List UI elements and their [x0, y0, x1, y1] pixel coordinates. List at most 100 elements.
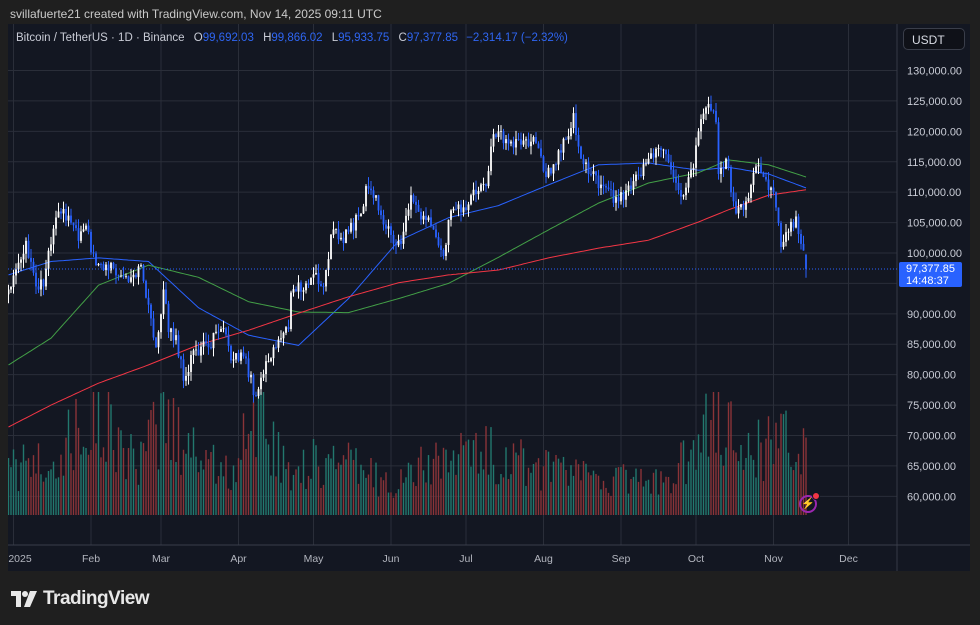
candle-body [382, 215, 385, 225]
candle-body [795, 216, 797, 228]
candle-body [385, 224, 387, 229]
volume-bar [607, 492, 610, 515]
volume-bar [602, 480, 605, 515]
candle-body [740, 204, 742, 208]
candle-body [52, 228, 55, 245]
x-tick-label: Mar [152, 553, 171, 565]
volume-bar [225, 455, 227, 515]
volume-bar [307, 475, 310, 515]
volume-bar [552, 461, 555, 515]
volume-bar [205, 450, 207, 515]
volume-bar [340, 464, 342, 515]
candle-body [342, 237, 345, 244]
volume-bar [117, 427, 120, 515]
candle-body [345, 229, 347, 244]
volume-bar [740, 444, 742, 515]
last-price: 97,377.85 [906, 263, 955, 275]
alert-lightning-icon[interactable]: ⚡ [799, 492, 820, 513]
candle-body [70, 215, 72, 223]
candle-body [547, 167, 550, 177]
volume-bar [345, 459, 347, 515]
volume-bar [125, 479, 127, 515]
volume-bar [635, 468, 637, 515]
candle-body [477, 190, 480, 195]
y-tick-label: 120,000.00 [907, 126, 962, 138]
volume-bar [650, 493, 652, 515]
volume-bar [485, 426, 487, 515]
candle-body [77, 228, 80, 241]
candle-body [215, 331, 217, 333]
volume-bar [555, 454, 557, 515]
volume-bar [282, 445, 285, 515]
candle-body [772, 187, 775, 193]
tradingview-logo[interactable]: TradingView [11, 588, 150, 610]
volume-bar [72, 470, 75, 515]
volume-bars [7, 392, 807, 515]
volume-bar [350, 449, 352, 515]
candle-body [267, 361, 270, 362]
candle-body [130, 277, 132, 282]
candle-body [160, 314, 162, 333]
volume-bar [617, 467, 620, 515]
candle-body [102, 263, 105, 271]
volume-bar [475, 432, 477, 515]
candle-body [562, 138, 565, 153]
candle-body [535, 137, 537, 144]
candle-body [152, 318, 155, 338]
candle-body [50, 244, 52, 251]
volume-bar [670, 493, 672, 515]
volume-bar [435, 442, 437, 515]
candle-body [532, 137, 535, 142]
candle-body [402, 231, 405, 244]
volume-bar [382, 480, 385, 515]
currency-button[interactable]: USDT [903, 28, 965, 50]
candle-body [60, 211, 62, 214]
volume-bar [540, 490, 542, 515]
volume-bar [120, 430, 122, 515]
candle-body [190, 355, 192, 372]
candle-body [212, 332, 215, 349]
candle-body [605, 186, 607, 188]
candle-body [87, 225, 90, 232]
volume-bar [317, 466, 320, 515]
volume-bar [132, 448, 135, 515]
candle-body [17, 262, 20, 270]
candle-body [522, 140, 525, 145]
candle-body [637, 174, 640, 176]
candle-body [607, 187, 610, 190]
candle-body [465, 207, 467, 211]
volume-bar [192, 427, 195, 515]
volume-bar [27, 458, 30, 515]
candle-body [265, 361, 267, 375]
volume-bar [627, 493, 630, 515]
candle-body [195, 349, 197, 351]
candle-body [632, 181, 635, 190]
symbol-name[interactable]: Bitcoin / TetherUS · 1D · Binance [16, 32, 185, 44]
volume-bar [447, 472, 450, 515]
volume-bar [745, 458, 747, 515]
candle-body [537, 143, 540, 149]
volume-bar [230, 490, 232, 515]
candle-body [272, 347, 275, 359]
candle-body [540, 148, 542, 157]
candle-body [150, 304, 152, 319]
volume-bar [202, 469, 205, 515]
volume-bar [247, 433, 250, 515]
volume-bar [612, 476, 615, 515]
candle-body [247, 358, 250, 378]
volume-bar [82, 446, 85, 515]
candle-body [765, 176, 767, 180]
candle-body [352, 222, 355, 231]
candle-body [157, 332, 160, 348]
candle-body [597, 175, 600, 189]
candle-body [780, 223, 782, 247]
candle-body [390, 226, 392, 235]
candle-body [250, 374, 252, 378]
candle-body [322, 285, 325, 287]
candle-body [805, 254, 807, 269]
volume-bar [305, 488, 307, 515]
candle-body [97, 263, 100, 266]
candle-body [615, 197, 617, 203]
volume-bar [287, 462, 290, 515]
